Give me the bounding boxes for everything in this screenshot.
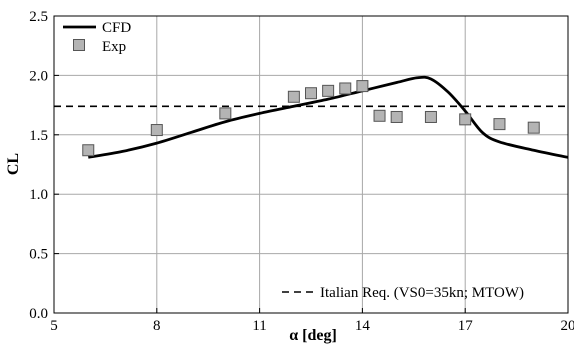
legend-top: CFD Exp [63, 20, 131, 55]
exp-point [219, 107, 232, 120]
y-tick-label: 0.5 [29, 247, 48, 263]
plot-border [53, 15, 569, 314]
legend-exp-swatch [73, 39, 85, 51]
x-tick-labels: 5 8 11 14 17 20 [50, 318, 574, 334]
legend-cfd-label: CFD [102, 20, 131, 36]
y-axis-title: CL [5, 153, 22, 175]
y-tick-label: 1.0 [29, 187, 48, 203]
legend-req-label: Italian Req. (VS0=35kn; MTOW) [320, 285, 524, 301]
exp-point [322, 84, 335, 97]
legend-bottom: Italian Req. (VS0=35kn; MTOW) [282, 285, 524, 301]
x-tick-label: 14 [355, 318, 371, 334]
axis-ticks [53, 15, 569, 314]
y-tick-label: 2.5 [29, 9, 48, 25]
exp-point [339, 82, 352, 95]
exp-point [305, 87, 317, 100]
y-tick-label: 0.0 [29, 306, 48, 322]
plot-frame [53, 15, 569, 314]
series-layer [54, 75, 568, 159]
exp-point [424, 110, 437, 123]
cfd-line [88, 75, 568, 159]
y-tick-label: 1.5 [29, 128, 48, 144]
exp-point [527, 121, 540, 134]
x-tick-label: 8 [153, 318, 161, 334]
exp-point [82, 144, 95, 157]
exp-point [356, 80, 369, 93]
exp-point [373, 109, 386, 122]
legend-exp-label: Exp [102, 39, 126, 55]
exp-point [150, 124, 163, 137]
x-tick-label: 17 [458, 318, 474, 334]
exp-point [493, 118, 506, 131]
x-tick-label: 5 [50, 318, 58, 334]
x-tick-label: 20 [561, 318, 574, 334]
y-tick-labels: 0.0 0.5 1.0 1.5 2.0 2.5 [29, 9, 48, 322]
exp-point [390, 110, 403, 123]
x-axis-title: α [deg] [289, 327, 337, 344]
y-tick-label: 2.0 [29, 68, 48, 84]
x-tick-label: 11 [252, 318, 266, 334]
exp-point [459, 113, 472, 126]
grid [53, 15, 569, 314]
exp-point [287, 90, 300, 103]
